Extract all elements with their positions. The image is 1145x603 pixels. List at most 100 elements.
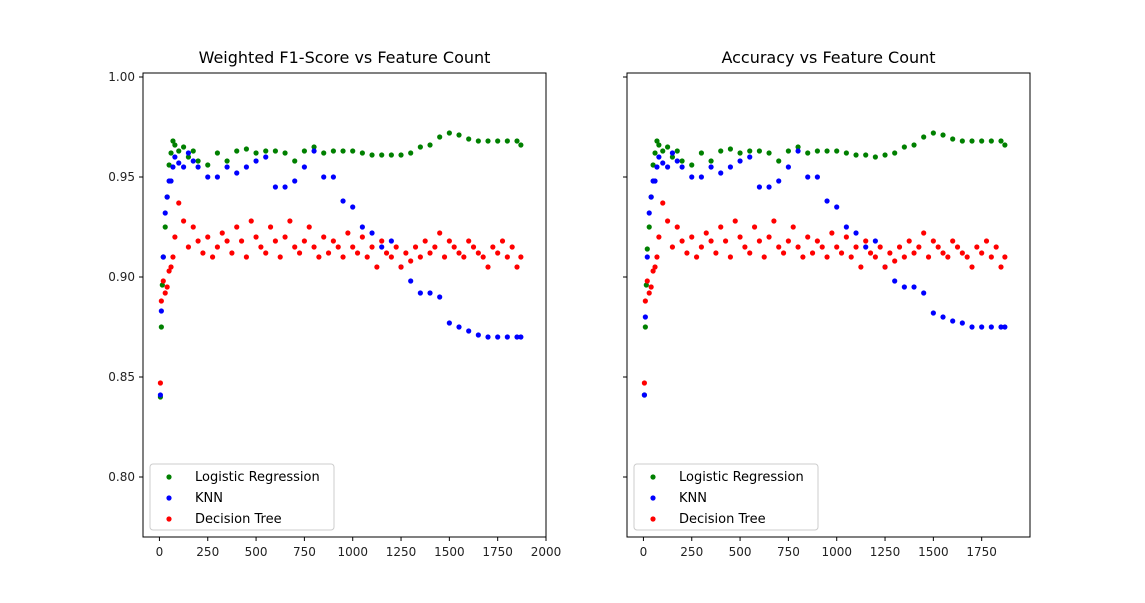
data-point [824, 198, 830, 204]
data-point [282, 150, 288, 156]
chart-title: Accuracy vs Feature Count [721, 48, 935, 67]
data-point [437, 230, 443, 236]
data-point [877, 244, 883, 250]
data-point [495, 138, 501, 144]
data-point [514, 138, 520, 144]
data-point [906, 238, 912, 244]
data-point [475, 332, 481, 338]
data-point [646, 224, 652, 230]
data-point [456, 132, 462, 138]
data-point [340, 198, 346, 204]
data-point [301, 238, 307, 244]
x-tick-label: 1500 [918, 545, 949, 559]
axes-frame [142, 72, 547, 538]
data-point [408, 150, 414, 156]
data-point [945, 254, 951, 260]
data-point [388, 152, 394, 158]
data-point [412, 244, 419, 250]
data-point [301, 148, 307, 154]
data-point [935, 244, 941, 250]
scatter-marks [157, 130, 524, 400]
data-point [176, 148, 182, 154]
data-point [417, 144, 423, 150]
data-point [485, 138, 491, 144]
data-point [287, 218, 293, 224]
data-point [887, 250, 893, 256]
data-point [911, 284, 917, 290]
x-tick-label: 750 [293, 545, 316, 559]
data-point [650, 268, 656, 274]
data-point [185, 154, 192, 160]
data-point [224, 238, 230, 244]
data-point [718, 224, 724, 230]
data-point [495, 334, 501, 340]
y-tick-label: 0.80 [108, 470, 135, 484]
data-point [853, 230, 859, 236]
data-point [282, 184, 288, 190]
data-point [456, 250, 462, 256]
data-point [437, 134, 443, 140]
data-point [737, 234, 743, 240]
data-point [345, 230, 351, 236]
data-point [253, 158, 259, 164]
data-point [950, 318, 956, 324]
data-point [267, 224, 274, 230]
data-point [296, 250, 303, 256]
data-point [843, 234, 849, 240]
data-point [398, 152, 404, 158]
data-point [168, 178, 174, 184]
x-tick-label: 250 [196, 545, 219, 559]
data-point [205, 234, 211, 240]
data-point [921, 290, 927, 296]
data-point [234, 170, 240, 176]
data-point [644, 254, 650, 260]
data-point [969, 324, 975, 330]
data-point [834, 148, 840, 154]
data-point [766, 234, 772, 240]
data-point [650, 162, 656, 168]
data-point [780, 250, 787, 256]
data-point [330, 174, 336, 180]
data-point [689, 162, 695, 168]
data-point [195, 164, 201, 170]
data-point [853, 244, 859, 250]
data-point [166, 162, 172, 168]
data-point [427, 290, 433, 296]
data-point [979, 138, 985, 144]
data-point [896, 244, 903, 250]
data-point [882, 264, 888, 270]
data-point [383, 250, 390, 256]
data-point [432, 244, 438, 250]
data-point [824, 148, 830, 154]
data-point [652, 150, 658, 156]
data-point [901, 144, 907, 150]
legend-marker [166, 474, 172, 480]
data-point [664, 218, 671, 224]
data-point [872, 154, 878, 160]
data-point [172, 234, 178, 240]
data-point [168, 264, 174, 270]
data-point [316, 254, 322, 260]
data-point [727, 146, 734, 152]
data-point [495, 250, 501, 256]
data-point [644, 246, 650, 252]
data-point [664, 144, 671, 150]
data-point [164, 284, 170, 290]
data-point [660, 160, 666, 166]
data-point [800, 254, 806, 260]
data-point [722, 238, 729, 244]
data-point [756, 148, 763, 154]
data-point [219, 230, 225, 236]
data-point [166, 268, 172, 274]
data-point [698, 150, 705, 156]
data-point [988, 138, 994, 144]
data-point [185, 150, 192, 156]
data-point [277, 254, 283, 260]
data-point [190, 224, 196, 230]
data-point [180, 218, 187, 224]
data-point [766, 150, 772, 156]
data-point [882, 152, 888, 158]
data-point [679, 238, 685, 244]
data-point [354, 250, 361, 256]
